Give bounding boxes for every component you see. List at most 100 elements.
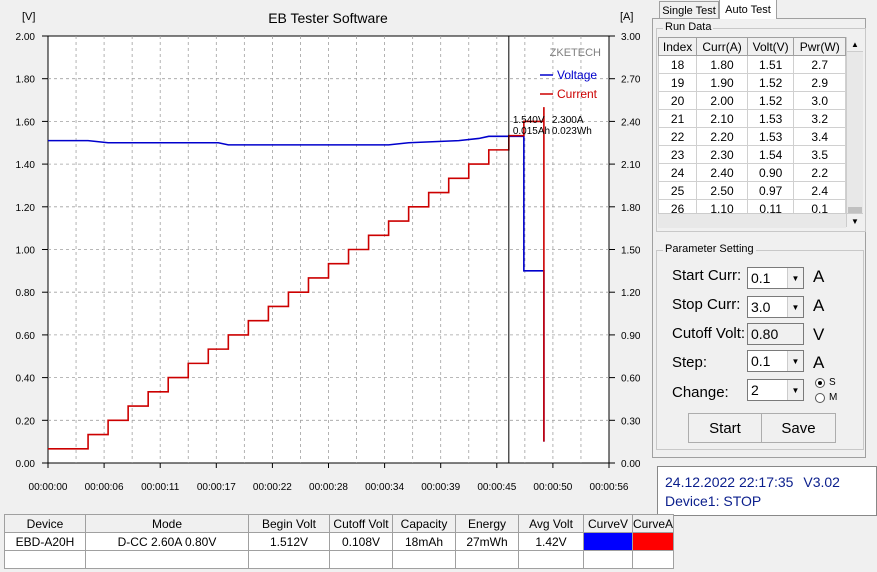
table-cell: 1.52 (746, 91, 795, 110)
table-cell: 3.5 (793, 145, 846, 164)
table-row[interactable]: 22 2.20 1.53 3.4 (658, 127, 846, 146)
y-left-tick-label: 1.40 (16, 160, 36, 171)
results-header[interactable]: Avg Volt (518, 514, 584, 533)
results-header[interactable]: Capacity (392, 514, 456, 533)
x-tick-label: 00:00:17 (197, 482, 236, 493)
table-cell: 1.51 (746, 55, 795, 74)
y-right-tick-label: 1.80 (621, 203, 641, 214)
horizontal-scrollbar[interactable] (658, 213, 846, 228)
results-header[interactable]: CurveV (583, 514, 633, 533)
table-cell: 1.54 (746, 145, 795, 164)
series-line-voltage (48, 135, 545, 442)
tab-single-test[interactable]: Single Test (659, 1, 719, 19)
radio-s[interactable]: S (815, 377, 836, 388)
table-cell: 2.50 (696, 181, 748, 200)
radio-m[interactable]: M (815, 392, 837, 403)
scroll-down-icon[interactable]: ▼ (847, 213, 863, 228)
results-header[interactable]: Device (4, 514, 86, 533)
y-right-tick-label: 1.20 (621, 288, 641, 299)
y-right-tick-label: 2.10 (621, 160, 641, 171)
table-row[interactable]: 18 1.80 1.51 2.7 (658, 55, 846, 74)
start-curr-select[interactable]: 0.1 ▼ (747, 267, 804, 289)
tab-auto-test[interactable]: Auto Test (719, 0, 777, 19)
cutoff-volt-field[interactable]: 0.80 (747, 323, 804, 345)
run-data-scrollbar[interactable]: ▲ ▼ (846, 37, 863, 228)
radio-s-label: S (829, 377, 836, 388)
curve-v-swatch (583, 532, 633, 551)
y-left-tick-label: 0.60 (16, 331, 36, 342)
col-volt[interactable]: Volt(V) (746, 37, 795, 56)
chart-title: EB Tester Software (268, 10, 388, 26)
table-row[interactable]: 23 2.30 1.54 3.5 (658, 145, 846, 164)
left-axis-unit: [V] (22, 11, 35, 23)
x-tick-label: 00:00:45 (477, 482, 516, 493)
status-line-1: 24.12.2022 22:17:35 V3.02 (665, 474, 840, 490)
table-cell: 3.4 (793, 127, 846, 146)
y-right-tick-label: 1.50 (621, 246, 641, 257)
col-curr[interactable]: Curr(A) (696, 37, 748, 56)
results-header[interactable]: Begin Volt (248, 514, 330, 533)
cursor-capacity: 0.015Ah (513, 126, 550, 137)
table-cell: 24 (658, 163, 698, 182)
results-header[interactable]: Mode (85, 514, 249, 533)
x-tick-label: 00:00:56 (590, 482, 629, 493)
table-row[interactable]: 26 1.10 0.11 0.1 (658, 199, 846, 213)
change-value: 2 (751, 382, 759, 398)
table-cell: 18 (658, 55, 698, 74)
run-data-group: Run Data (656, 21, 866, 232)
table-cell: 1.90 (696, 73, 748, 92)
table-cell: 0.97 (746, 181, 795, 200)
run-data-table: Index Curr(A) Volt(V) Pwr(W) 18 1.80 1.51 2… (658, 37, 846, 213)
col-index[interactable]: Index (658, 37, 698, 56)
x-tick-label: 00:00:11 (141, 482, 180, 493)
save-button[interactable]: Save (761, 413, 836, 443)
scroll-up-icon[interactable]: ▲ (847, 37, 863, 52)
chevron-down-icon[interactable]: ▼ (787, 297, 803, 317)
y-left-tick-label: 2.00 (16, 32, 36, 43)
start-curr-value: 0.1 (751, 270, 771, 286)
table-cell: 2.2 (793, 163, 846, 182)
cursor-current: 2.300A (552, 115, 584, 126)
table-cell: 2.7 (793, 55, 846, 74)
stop-curr-label: Stop Curr: (672, 296, 741, 313)
table-cell: 20 (658, 91, 698, 110)
status-datetime: 24.12.2022 22:17:35 (665, 474, 794, 490)
y-left-tick-label: 0.20 (16, 416, 36, 427)
results-header[interactable]: Cutoff Volt (329, 514, 393, 533)
table-cell: 1.53 (746, 127, 795, 146)
table-cell: 22 (658, 127, 698, 146)
start-button[interactable]: Start (688, 413, 762, 443)
results-table: Device Mode Begin Volt Cutoff Volt Capacity E… (4, 514, 675, 569)
table-row[interactable]: 20 2.00 1.52 3.0 (658, 91, 846, 110)
chevron-down-icon[interactable]: ▼ (787, 380, 803, 400)
table-cell: 0.1 (793, 199, 846, 213)
stop-curr-select[interactable]: 3.0 ▼ (747, 296, 804, 318)
results-cell: 1.42V (518, 532, 584, 551)
col-pwr[interactable]: Pwr(W) (793, 37, 846, 56)
table-cell: 0.90 (746, 163, 795, 182)
table-row[interactable]: 24 2.40 0.90 2.2 (658, 163, 846, 182)
y-left-tick-label: 0.80 (16, 288, 36, 299)
y-left-tick-label: 1.00 (16, 246, 36, 257)
scroll-thumb[interactable] (848, 207, 862, 213)
change-select[interactable]: 2 ▼ (747, 379, 804, 401)
step-select[interactable]: 0.1 ▼ (747, 350, 804, 372)
step-value: 0.1 (751, 353, 771, 369)
cursor-energy: 0.023Wh (552, 126, 592, 137)
table-cell: 1.10 (696, 199, 748, 213)
chevron-down-icon[interactable]: ▼ (787, 268, 803, 288)
table-row[interactable]: 25 2.50 0.97 2.4 (658, 181, 846, 200)
step-unit: A (813, 353, 825, 372)
watermark: ZKETECH (550, 47, 601, 59)
table-row[interactable]: 19 1.90 1.52 2.9 (658, 73, 846, 92)
results-header[interactable]: Energy (455, 514, 519, 533)
y-right-tick-label: 3.00 (621, 32, 641, 43)
table-cell: 1.80 (696, 55, 748, 74)
table-row[interactable]: 21 2.10 1.53 3.2 (658, 109, 846, 128)
cursor-voltage: 1.540V (513, 115, 545, 126)
results-cell: 18mAh (392, 532, 456, 551)
chevron-down-icon[interactable]: ▼ (787, 351, 803, 371)
results-header[interactable]: CurveA (631, 514, 675, 533)
series-line-current (48, 107, 545, 450)
x-tick-label: 00:00:34 (365, 482, 404, 493)
